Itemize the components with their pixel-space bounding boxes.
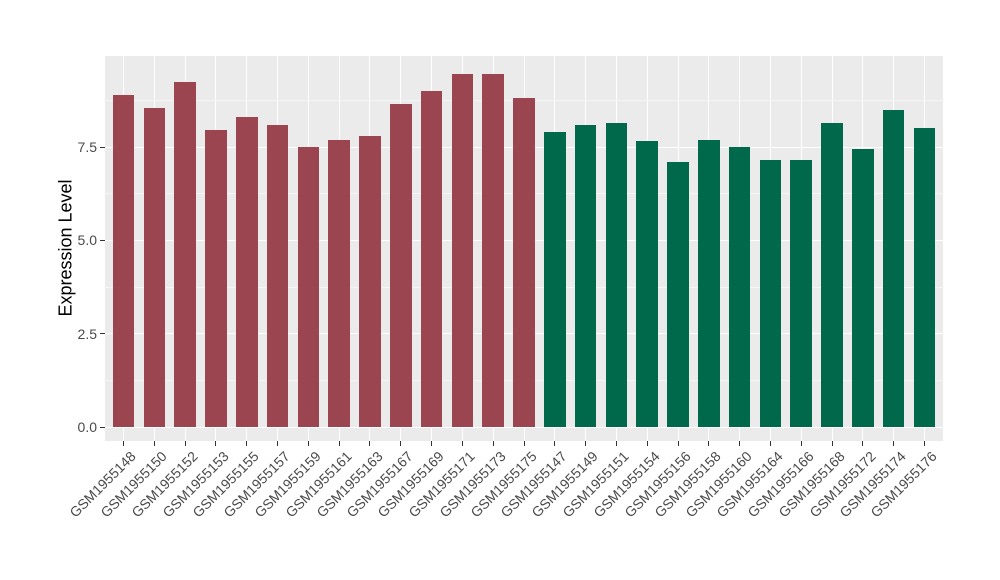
bar-GSM1955163: [359, 135, 381, 427]
bar-GSM1955166: [790, 160, 813, 427]
bar-GSM1955169: [420, 91, 443, 427]
bar-GSM1955149: [574, 124, 597, 427]
bar-GSM1955152: [174, 81, 196, 427]
x-tick-mark: [646, 441, 648, 446]
x-tick-mark: [585, 441, 587, 446]
y-tick-mark: [100, 426, 105, 428]
bar-GSM1955171: [451, 74, 474, 427]
y-tick-label: 2.5: [77, 325, 97, 342]
bar-GSM1955154: [636, 141, 658, 427]
bar-GSM1955159: [297, 147, 320, 427]
x-tick-mark: [369, 441, 371, 446]
y-tick-mark: [100, 333, 105, 335]
bar-GSM1955167: [389, 104, 412, 427]
y-tick-label: 0.0: [77, 419, 97, 435]
plot-panel: [105, 56, 943, 441]
x-tick-mark: [739, 441, 741, 446]
x-tick-mark: [831, 441, 833, 446]
x-tick-mark: [307, 441, 309, 446]
y-axis-title: Expression Level: [55, 179, 76, 317]
x-tick-mark: [122, 441, 124, 446]
x-tick-mark: [153, 441, 155, 446]
y-tick-mark: [100, 239, 105, 241]
x-tick-mark: [800, 441, 802, 446]
bar-GSM1955161: [328, 139, 350, 427]
bar-GSM1955151: [605, 122, 628, 427]
bar-GSM1955157: [266, 124, 289, 427]
bar-GSM1955160: [728, 147, 751, 427]
x-tick-mark: [184, 441, 186, 446]
x-tick-mark: [523, 441, 525, 446]
x-tick-mark: [400, 441, 402, 446]
bar-GSM1955150: [143, 107, 166, 427]
x-tick-mark: [708, 441, 710, 446]
x-tick-mark: [246, 441, 248, 446]
y-tick-mark: [100, 146, 105, 148]
bar-GSM1955174: [882, 109, 905, 427]
bar-GSM1955148: [112, 94, 135, 427]
bar-GSM1955153: [205, 130, 227, 427]
x-tick-mark: [615, 441, 617, 446]
x-tick-mark: [492, 441, 494, 446]
bar-GSM1955164: [759, 160, 782, 427]
bar-GSM1955147: [544, 132, 566, 427]
x-tick-mark: [893, 441, 895, 446]
x-tick-mark: [862, 441, 864, 446]
bar-GSM1955155: [235, 117, 258, 427]
x-tick-mark: [677, 441, 679, 446]
y-tick-label: 7.5: [77, 139, 97, 156]
x-tick-mark: [769, 441, 771, 446]
bar-GSM1955172: [852, 148, 874, 427]
x-tick-mark: [554, 441, 556, 446]
bar-GSM1955158: [698, 139, 720, 427]
bar-GSM1955173: [482, 74, 504, 427]
x-tick-mark: [461, 441, 463, 446]
x-tick-mark: [338, 441, 340, 446]
bar-GSM1955156: [667, 161, 689, 427]
bar-GSM1955168: [821, 122, 843, 427]
x-tick-mark: [924, 441, 925, 446]
x-tick-mark: [277, 441, 279, 446]
x-tick-mark: [431, 441, 433, 446]
y-tick-label: 5.0: [77, 232, 97, 249]
x-tick-mark: [215, 441, 217, 446]
bar-GSM1955175: [513, 98, 535, 427]
bar-GSM1955176: [913, 128, 936, 427]
